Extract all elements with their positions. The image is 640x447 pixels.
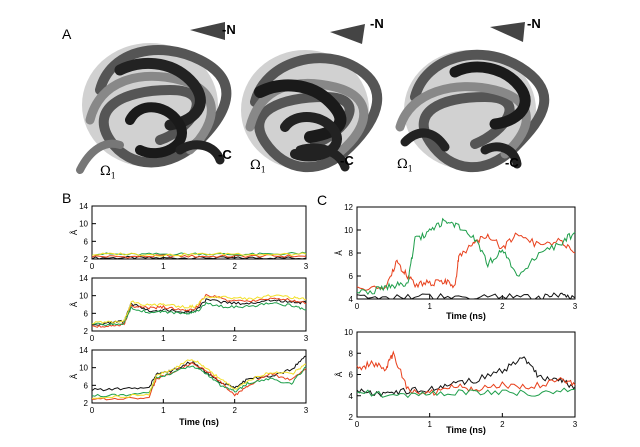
omega-label-2: Ω1 — [250, 158, 266, 175]
panel-c-plot-1-series-1 — [356, 350, 576, 396]
panel-c-plot-1-xtick-label: 1 — [427, 420, 432, 429]
panel-b-plot-1-ytick-label: 10 — [79, 292, 88, 301]
panel-b-plot-1-ylabel: Å — [70, 301, 79, 307]
panel-c-plot-0-xlabel: Time (ns) — [446, 311, 486, 321]
panel-b-plot-2-series-0 — [91, 355, 307, 392]
panel-b-plot-0: 2 6 10 14 0 1 2 3 Å — [70, 202, 309, 271]
panel-c-plot-0-xtick-label: 2 — [500, 302, 505, 311]
panel-c-plot-1-xtick-label: 2 — [500, 420, 505, 429]
panel-c-plot-0-ylabel: Å — [335, 250, 344, 256]
panel-b-label: B — [62, 190, 72, 206]
panel-b-plot-0-xtick-label: 1 — [161, 262, 166, 271]
panel-c-plot-1-ytick-label: 6 — [349, 371, 354, 380]
panel-c-plot-0-xtick-label: 0 — [355, 302, 360, 311]
c-terminus-label-1: -C — [218, 147, 232, 162]
panel-b-plot-0-ytick-label: 10 — [79, 220, 88, 229]
omega-label-3: Ω1 — [397, 157, 413, 174]
panel-c-plot-1-series-0 — [356, 356, 576, 398]
n-terminus-label-3: -N — [527, 16, 541, 31]
panel-c-plot-1-series-2 — [356, 387, 576, 399]
panel-c-plot-1-ylabel: Å — [335, 371, 344, 377]
panel-b-plot-0-xtick-label: 3 — [304, 262, 309, 271]
panel-c-plot-1-frame — [356, 331, 576, 418]
panel-c-plot-1-xtick-label: 3 — [573, 420, 578, 429]
panel-b-plot-1-ytick-label: 2 — [84, 327, 89, 336]
structure-ensemble-2 — [241, 24, 383, 173]
panel-b-plot-0-ylabel: Å — [70, 229, 79, 235]
structure-ensemble-3 — [395, 22, 550, 173]
panel-c-plot-1-ytick-label: 2 — [349, 413, 354, 422]
panel-b-plot-1-ytick-label: 6 — [84, 309, 89, 318]
panel-b-plot-1: 2 6 10 14 0 1 2 3 Å — [70, 274, 309, 343]
panel-b-plot-1-xtick-label: 1 — [161, 334, 166, 343]
panel-b-plot-1-series-3 — [91, 294, 307, 325]
panel-c-plot-0-xtick-label: 3 — [573, 302, 578, 311]
panel-b-plot-0-ytick-label: 6 — [84, 237, 89, 246]
panel-b-plot-0-xtick-label: 0 — [90, 262, 95, 271]
panel-c-plot-1: 2 4 6 8 10 0 1 2 3 Å Time (ns) — [335, 328, 578, 435]
panel-c-plot-0-xtick-label: 1 — [427, 302, 432, 311]
panel-c-plot-0-ytick-label: 10 — [344, 226, 353, 235]
panel-c-plot-1-ytick-label: 4 — [349, 392, 354, 401]
panel-b-plot-2-ytick-label: 2 — [84, 399, 89, 408]
panel-b-plot-2-series-2 — [91, 365, 307, 398]
panel-b-plot-0-series-3 — [91, 252, 307, 257]
panel-c-plot-0-series-0 — [356, 292, 576, 300]
panel-b-plot-0-frame — [91, 205, 307, 260]
n-terminus-label-1: -N — [222, 22, 236, 37]
panel-c-plot-1-ytick-label: 8 — [349, 349, 354, 358]
panel-c-plot-1-xtick-label: 0 — [355, 420, 360, 429]
panel-b-plot-0-ytick-label: 2 — [84, 255, 89, 264]
structure-ensemble-1 — [76, 22, 232, 174]
panel-b-plot-2-ytick-label: 6 — [84, 381, 89, 390]
panel-c-plot-1-ytick-label: 10 — [344, 328, 353, 337]
c-terminus-label-3: -C — [505, 155, 519, 170]
panel-c-plot-1-xlabel: Time (ns) — [446, 425, 486, 435]
panel-b-plot-2: 2 6 10 14 0 1 2 3 Å Time (ns) — [70, 346, 309, 427]
panel-c-plot-0-ytick-label: 4 — [349, 295, 354, 304]
panel-b-plot-2-xtick-label: 0 — [90, 406, 95, 415]
panel-b-plot-0-ytick-label: 14 — [79, 202, 88, 211]
panel-c-plot-0-series-2 — [356, 217, 576, 295]
n-terminus-label-2: -N — [370, 16, 384, 31]
panel-b-plot-2-xtick-label: 3 — [304, 406, 309, 415]
panel-b-plot-1-ytick-label: 14 — [79, 274, 88, 283]
panel-a-label: A — [62, 26, 72, 42]
panel-b-plot-2-ylabel: Å — [70, 373, 79, 379]
panel-b-plot-2-ytick-label: 14 — [79, 346, 88, 355]
c-terminus-label-2: -C — [340, 153, 354, 168]
panel-b-plot-0-series-2 — [91, 251, 307, 257]
panel-c-label: C — [317, 192, 328, 208]
panel-b-plot-2-ytick-label: 10 — [79, 364, 88, 373]
panel-c-plot-0-series-1 — [356, 232, 576, 291]
panel-b-plot-1-xtick-label: 2 — [232, 334, 237, 343]
panel-b-plot-2-xtick-label: 2 — [232, 406, 237, 415]
panel-c-plot-0-ytick-label: 12 — [344, 203, 353, 212]
panel-b-plot-1-xtick-label: 0 — [90, 334, 95, 343]
panel-b-plot-1-xtick-label: 3 — [304, 334, 309, 343]
panel-b-plot-2-xtick-label: 1 — [161, 406, 166, 415]
panel-c-plot-0-ytick-label: 6 — [349, 272, 354, 281]
panel-b-plot-0-xtick-label: 2 — [232, 262, 237, 271]
panel-b-plot-2-xlabel: Time (ns) — [179, 417, 219, 427]
panel-b-plot-2-series-3 — [91, 359, 307, 399]
panel-c-plot-0-ytick-label: 8 — [349, 249, 354, 258]
omega-label-1: Ω1 — [100, 164, 116, 181]
